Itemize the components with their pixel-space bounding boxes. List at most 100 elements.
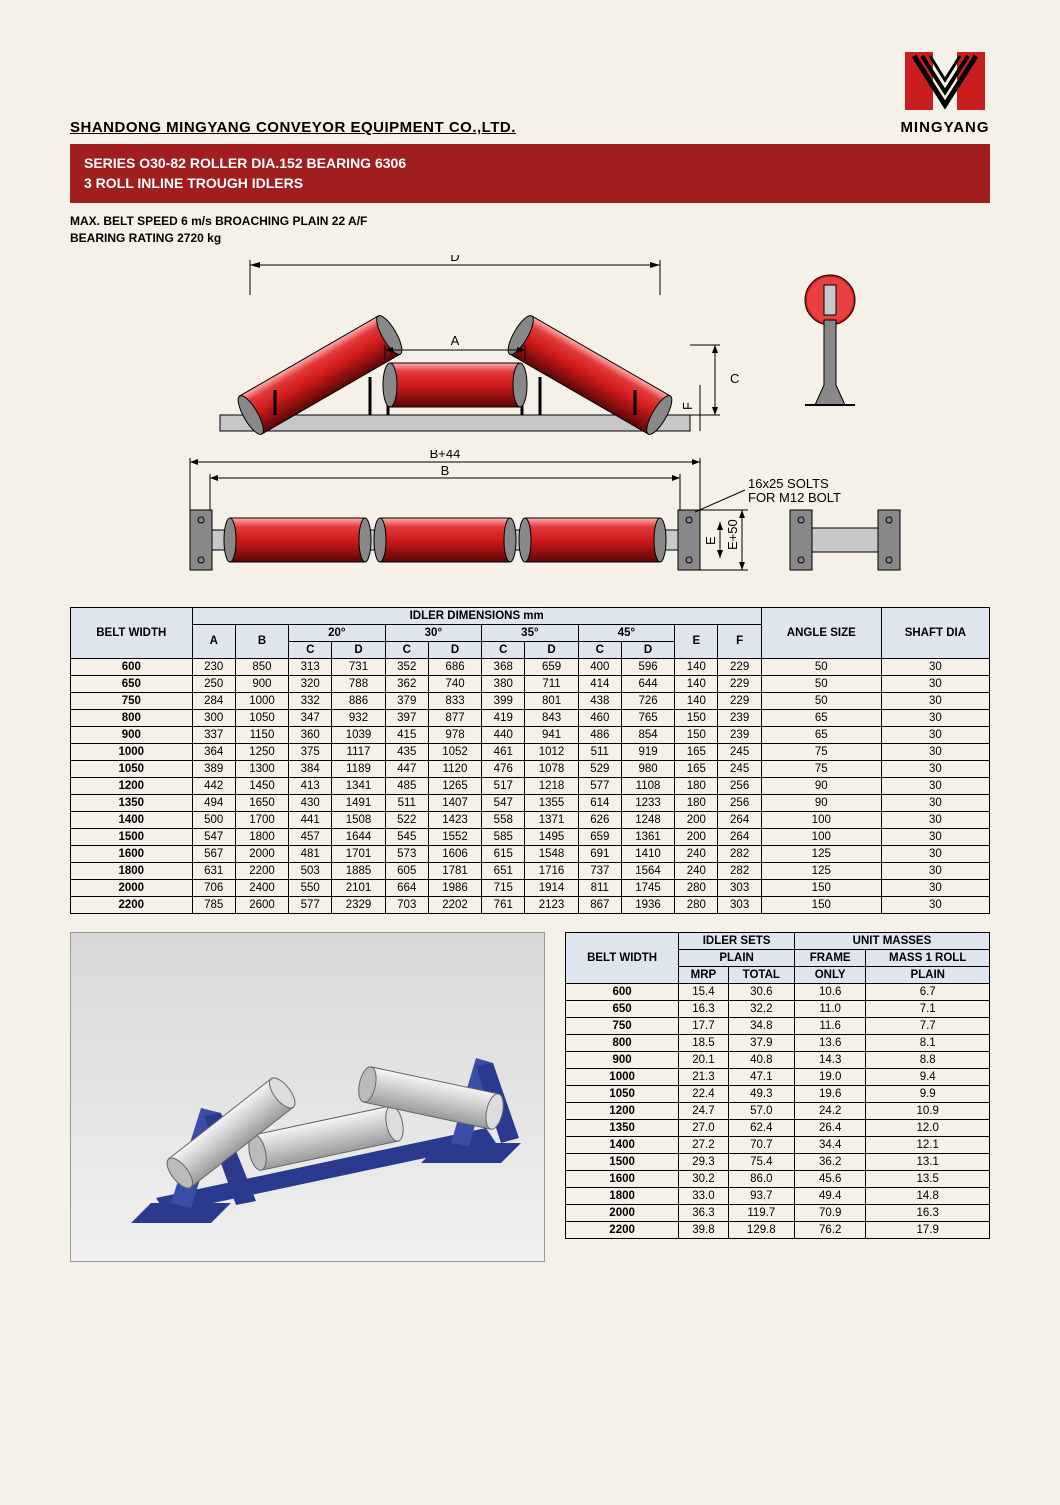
table-cell: 30 [881,794,989,811]
table-cell: 750 [566,1017,679,1034]
table-row: 7502841000332886379833399801438726140229… [71,692,990,709]
table-cell: 919 [621,743,674,760]
table-cell: 119.7 [728,1204,794,1221]
table-cell: 877 [428,709,481,726]
table-cell: 659 [578,828,621,845]
table-cell: 62.4 [728,1119,794,1136]
table-cell: 140 [675,675,718,692]
table-cell: 731 [332,658,385,675]
table-cell: 30 [881,692,989,709]
table-cell: 303 [718,896,761,913]
table-cell: 1050 [235,709,288,726]
table-cell: 740 [428,675,481,692]
spec-line1: MAX. BELT SPEED 6 m/s BROACHING PLAIN 22… [70,213,990,230]
table-cell: 2200 [71,896,193,913]
table-row: 1200442145041313414851265517121857711081… [71,777,990,794]
table-cell: 785 [192,896,235,913]
table-row: 90020.140.814.38.8 [566,1051,990,1068]
table-cell: 442 [192,777,235,794]
table-cell: 1600 [71,845,193,862]
table-cell: 2400 [235,879,288,896]
table-cell: 57.0 [728,1102,794,1119]
table-cell: 1423 [428,811,481,828]
table-cell: 180 [675,794,718,811]
table-cell: 626 [578,811,621,828]
table-cell: 1548 [525,845,578,862]
table-cell: 11.6 [794,1017,865,1034]
th-35: 35° [482,624,579,641]
table-cell: 14.3 [794,1051,865,1068]
table-cell: 33.0 [679,1187,728,1204]
table-cell: 644 [621,675,674,692]
table-cell: 1117 [332,743,385,760]
th-idler-dim: IDLER DIMENSIONS mm [192,607,761,624]
table-cell: 13.1 [866,1153,990,1170]
table-cell: 384 [289,760,332,777]
table-cell: 34.4 [794,1136,865,1153]
table-cell: 1495 [525,828,578,845]
table-cell: 26.4 [794,1119,865,1136]
table-cell: 397 [385,709,428,726]
table-cell: 337 [192,726,235,743]
table-cell: 1450 [235,777,288,794]
table-cell: 379 [385,692,428,709]
table-cell: 245 [718,760,761,777]
table-cell: 16.3 [866,1204,990,1221]
table-cell: 850 [235,658,288,675]
table-row: 200036.3119.770.916.3 [566,1204,990,1221]
table-row: 2200785260057723297032202761212386719362… [71,896,990,913]
table-cell: 1000 [566,1068,679,1085]
table-cell: 49.3 [728,1085,794,1102]
table-cell: 1410 [621,845,674,862]
table-cell: 34.8 [728,1017,794,1034]
th-35C: C [482,641,525,658]
table-cell: 1800 [566,1187,679,1204]
table-cell: 27.0 [679,1119,728,1136]
company-title: SHANDONG MINGYANG CONVEYOR EQUIPMENT CO.… [70,119,516,136]
table-row: 1050389130038411894471120476107852998016… [71,760,990,777]
table-cell: 980 [621,760,674,777]
table-cell: 16.3 [679,1000,728,1017]
table-cell: 13.6 [794,1034,865,1051]
th-20C: C [289,641,332,658]
mth-only: ONLY [794,966,865,983]
table-cell: 380 [482,675,525,692]
table-cell: 867 [578,896,621,913]
table-cell: 457 [289,828,332,845]
table-cell: 614 [578,794,621,811]
table-cell: 1078 [525,760,578,777]
table-cell: 600 [71,658,193,675]
table-cell: 577 [289,896,332,913]
mth-idler-sets: IDLER SETS [679,932,795,949]
table-cell: 17.9 [866,1221,990,1238]
table-cell: 1508 [332,811,385,828]
table-cell: 706 [192,879,235,896]
label-A: A [451,333,460,348]
th-20: 20° [289,624,386,641]
table-cell: 900 [235,675,288,692]
table-cell: 886 [332,692,385,709]
table-cell: 239 [718,709,761,726]
table-cell: 1200 [71,777,193,794]
table-cell: 1644 [332,828,385,845]
th-45: 45° [578,624,675,641]
table-cell: 503 [289,862,332,879]
table-cell: 30 [881,726,989,743]
table-cell: 485 [385,777,428,794]
table-cell: 1564 [621,862,674,879]
th-belt-width: BELT WIDTH [71,607,193,658]
th-30: 30° [385,624,482,641]
table-cell: 93.7 [728,1187,794,1204]
table-cell: 2200 [566,1221,679,1238]
table-cell: 1371 [525,811,578,828]
table-cell: 1000 [71,743,193,760]
table-cell: 900 [566,1051,679,1068]
table-cell: 1986 [428,879,481,896]
table-cell: 284 [192,692,235,709]
table-cell: 2101 [332,879,385,896]
table-cell: 1150 [235,726,288,743]
table-cell: 1120 [428,760,481,777]
dimensions-table: BELT WIDTH IDLER DIMENSIONS mm ANGLE SIZ… [70,607,990,914]
table-cell: 150 [761,879,881,896]
table-cell: 550 [289,879,332,896]
